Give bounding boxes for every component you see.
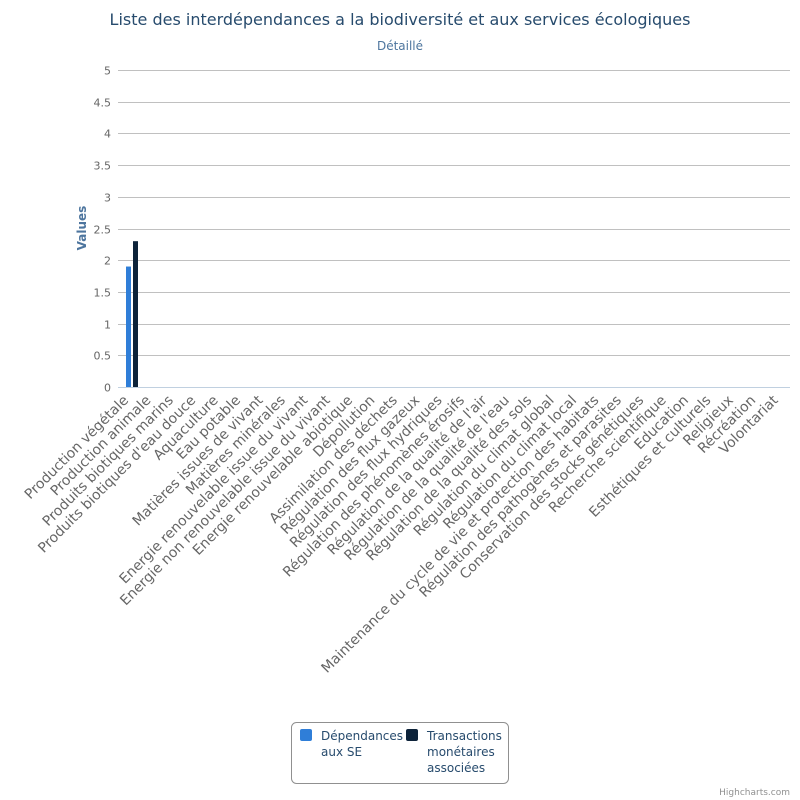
legend-label[interactable]: Transactions	[426, 729, 502, 743]
legend-swatch	[406, 729, 418, 741]
bars	[126, 241, 138, 387]
y-tick-label: 2.5	[94, 224, 112, 237]
legend-label[interactable]: monétaires	[427, 745, 495, 759]
grid-lines	[118, 70, 790, 356]
legend-label[interactable]: associées	[427, 761, 485, 775]
legend-label[interactable]: aux SE	[321, 745, 362, 759]
y-tick-label: 4.5	[94, 97, 112, 110]
legend-label[interactable]: Dépendances	[321, 729, 403, 743]
y-tick-label: 3	[104, 192, 111, 205]
chart-subtitle: Détaillé	[377, 39, 423, 53]
bar[interactable]	[126, 266, 131, 387]
y-tick-label: 4	[104, 128, 111, 141]
chart-title: Liste des interdépendances a la biodiver…	[110, 10, 691, 29]
y-tick-label: 3.5	[94, 160, 112, 173]
legend-box	[291, 722, 509, 784]
y-tick-label: 1	[104, 319, 111, 332]
credits-link[interactable]: Highcharts.com	[719, 788, 790, 798]
y-tick-label: 0	[104, 382, 111, 395]
legend-swatch	[300, 729, 312, 741]
legend: Dépendances aux SE Transactions monétaires a…	[291, 722, 509, 784]
y-tick-label: 0.5	[94, 350, 112, 363]
bar[interactable]	[133, 241, 138, 387]
y-tick-label: 2	[104, 255, 111, 268]
y-axis-label: Values	[75, 206, 89, 251]
y-tick-labels: 0 0.5 1 1.5 2 2.5 3 3.5 4 4.5 5	[94, 65, 112, 395]
y-tick-label: 1.5	[94, 287, 112, 300]
y-tick-label: 5	[104, 65, 111, 78]
